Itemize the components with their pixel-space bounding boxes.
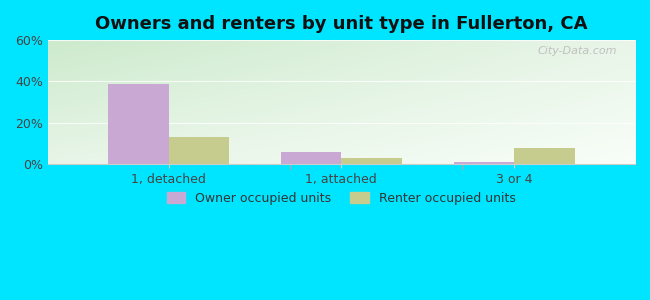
Bar [341, 158, 402, 164]
Bar [281, 152, 341, 164]
Bar [108, 84, 168, 164]
Bar [168, 137, 229, 164]
Bar [454, 162, 514, 164]
Bar [514, 148, 575, 164]
Text: City-Data.com: City-Data.com [538, 46, 617, 56]
Legend: Owner occupied units, Renter occupied units: Owner occupied units, Renter occupied un… [162, 187, 521, 210]
Title: Owners and renters by unit type in Fullerton, CA: Owners and renters by unit type in Fulle… [95, 15, 588, 33]
